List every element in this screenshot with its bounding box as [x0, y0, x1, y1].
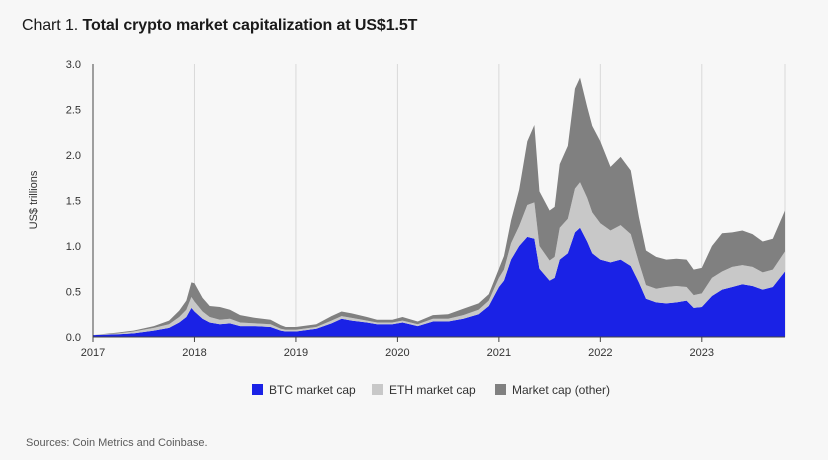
x-tick-label: 2021 — [487, 347, 511, 359]
legend-swatch-btc-market-cap — [252, 384, 263, 395]
y-axis-label: US$ trillions — [28, 170, 40, 229]
y-tick-label: 0.5 — [66, 287, 81, 299]
x-tick-label: 2018 — [182, 347, 206, 359]
y-tick-label: 3.0 — [66, 59, 81, 71]
axes — [92, 64, 785, 338]
x-tick-label: 2022 — [588, 347, 612, 359]
legend-swatch-eth-market-cap — [372, 384, 383, 395]
y-tick-labels: 0.0 0.5 1.0 1.5 2.0 2.5 3.0 — [66, 59, 81, 344]
x-tick-label: 2023 — [690, 347, 714, 359]
legend-label-market-cap-other: Market cap (other) — [512, 383, 610, 397]
chart-title-prefix: Chart 1. — [22, 17, 79, 34]
chart-title: Chart 1. Total crypto market capitalizat… — [22, 17, 417, 35]
y-tick-label: 1.0 — [66, 241, 81, 253]
area-series-group — [93, 77, 785, 337]
area-series-btc-market-cap — [93, 227, 785, 337]
x-tick-label: 2020 — [385, 347, 409, 359]
y-tick-label: 2.5 — [66, 105, 81, 117]
x-tick-label: 2019 — [284, 347, 308, 359]
x-tick-labels: 2017 2018 2019 2020 2021 2022 2023 — [81, 337, 714, 359]
y-tick-label: 1.5 — [66, 196, 81, 208]
legend-swatch-market-cap-other — [495, 384, 506, 395]
chart-title-main: Total crypto market capitalization at US… — [82, 17, 418, 34]
x-tick-label: 2017 — [81, 347, 105, 359]
y-tick-label: 0.0 — [66, 332, 81, 344]
legend: BTC market cap ETH market cap Market cap (… — [252, 383, 610, 397]
legend-label-eth-market-cap: ETH market cap — [389, 383, 476, 397]
y-tick-label: 2.0 — [66, 150, 81, 162]
legend-label-btc-market-cap: BTC market cap — [269, 383, 356, 397]
source-note: Sources: Coin Metrics and Coinbase. — [26, 437, 208, 449]
